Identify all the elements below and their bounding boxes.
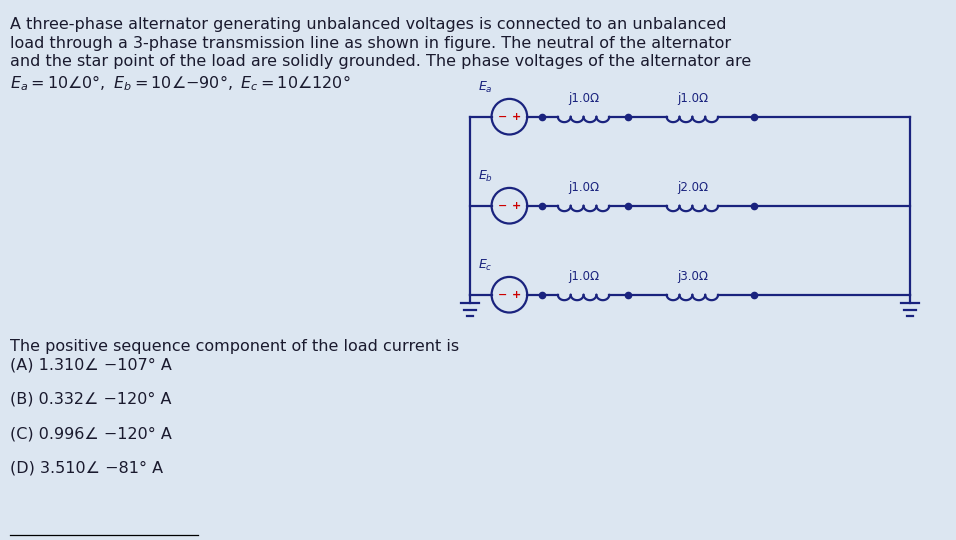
- Text: $E_c$: $E_c$: [478, 258, 493, 273]
- Text: (D) 3.510∠ −81° A: (D) 3.510∠ −81° A: [10, 461, 163, 476]
- Text: j3.0Ω: j3.0Ω: [677, 270, 707, 283]
- Text: load through a 3-phase transmission line as shown in figure. The neutral of the : load through a 3-phase transmission line…: [10, 36, 731, 51]
- Text: −: −: [498, 290, 507, 300]
- Text: j1.0Ω: j1.0Ω: [568, 181, 599, 194]
- Text: +: +: [511, 201, 521, 211]
- Text: (C) 0.996∠ −120° A: (C) 0.996∠ −120° A: [10, 426, 172, 441]
- Text: j2.0Ω: j2.0Ω: [677, 181, 708, 194]
- Text: j1.0Ω: j1.0Ω: [568, 92, 599, 105]
- Text: (A) 1.310∠ −107° A: (A) 1.310∠ −107° A: [10, 357, 172, 372]
- Text: $E_b$: $E_b$: [478, 169, 493, 184]
- Text: A three-phase alternator generating unbalanced voltages is connected to an unbal: A three-phase alternator generating unba…: [10, 17, 727, 32]
- Text: j1.0Ω: j1.0Ω: [568, 270, 599, 283]
- Text: +: +: [511, 112, 521, 122]
- Text: j1.0Ω: j1.0Ω: [677, 92, 708, 105]
- Text: −: −: [498, 201, 507, 211]
- Text: $E_a = 10\angle0°,\ E_b = 10\angle{-90°},\ E_c = 10\angle120°$: $E_a = 10\angle0°,\ E_b = 10\angle{-90°}…: [10, 73, 351, 93]
- Text: +: +: [511, 290, 521, 300]
- Text: $E_a$: $E_a$: [478, 80, 493, 95]
- Text: (B) 0.332∠ −120° A: (B) 0.332∠ −120° A: [10, 392, 171, 407]
- Text: −: −: [498, 112, 507, 122]
- Text: The positive sequence component of the load current is: The positive sequence component of the l…: [10, 339, 459, 354]
- Text: and the star point of the load are solidly grounded. The phase voltages of the a: and the star point of the load are solid…: [10, 55, 751, 69]
